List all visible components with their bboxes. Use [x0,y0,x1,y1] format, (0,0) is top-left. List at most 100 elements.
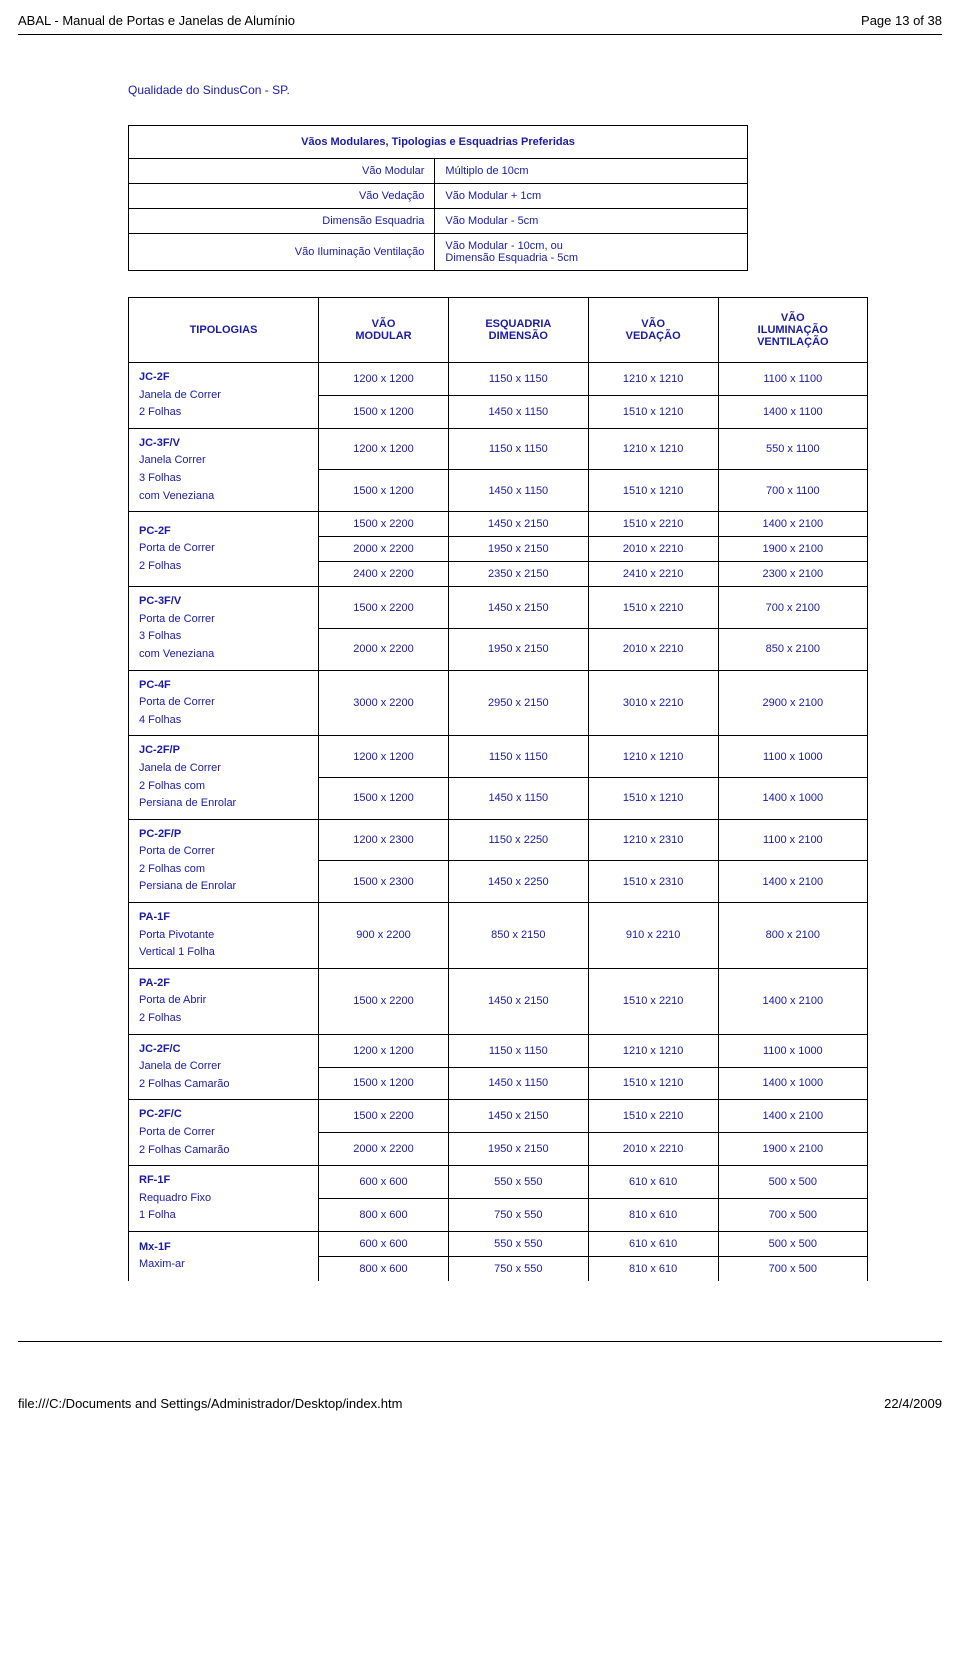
typology-label: PC-2FPorta de Correr2 Folhas [129,512,319,587]
typology-label: PC-4FPorta de Correr4 Folhas [129,670,319,736]
dim-cell: 1150 x 2250 [449,819,589,861]
dim-cell: 1200 x 1200 [319,428,449,470]
dim-cell: 550 x 550 [449,1166,589,1199]
dim-cell: 2350 x 2150 [449,562,589,587]
dim-cell: 1400 x 1100 [718,395,867,428]
typology-label: PC-2F/PPorta de Correr2 Folhas comPersia… [129,819,319,902]
dim-cell: 1210 x 1210 [588,428,718,470]
dim-cell: 1450 x 2150 [449,512,589,537]
dim-cell: 1210 x 1210 [588,736,718,778]
mod-param-label: Vão Modular [129,159,435,184]
dim-cell: 1900 x 2100 [718,537,867,562]
typology-label: PC-2F/CPorta de Correr2 Folhas Camarão [129,1100,319,1166]
dim-cell: 1500 x 2200 [319,512,449,537]
dim-cell: 1200 x 2300 [319,819,449,861]
dim-cell: 2900 x 2100 [718,670,867,736]
dim-cell: 900 x 2200 [319,903,449,969]
dim-cell: 1400 x 2100 [718,861,867,903]
dim-cell: 1210 x 1210 [588,363,718,396]
dim-cell: 550 x 1100 [718,428,867,470]
dim-cell: 2950 x 2150 [449,670,589,736]
mod-param-value: Vão Modular - 5cm [435,209,748,234]
content-area: Qualidade do SindusCon - SP. Vãos Modula… [128,83,868,1281]
dim-cell: 1150 x 1150 [449,428,589,470]
quality-line: Qualidade do SindusCon - SP. [128,83,868,97]
typology-label: RF-1FRequadro Fixo1 Folha [129,1166,319,1232]
col-header: VÃOMODULAR [319,298,449,363]
dim-cell: 1450 x 1150 [449,395,589,428]
dim-cell: 700 x 1100 [718,470,867,512]
mod-param-label: Vão Vedação [129,184,435,209]
dim-cell: 700 x 2100 [718,587,867,629]
dim-cell: 1450 x 2150 [449,587,589,629]
dim-cell: 1950 x 2150 [449,537,589,562]
col-header: VÃOVEDAÇÃO [588,298,718,363]
col-header: TIPOLOGIAS [129,298,319,363]
dim-cell: 1500 x 1200 [319,395,449,428]
doc-title: ABAL - Manual de Portas e Janelas de Alu… [18,13,295,28]
typology-label: JC-2F/PJanela de Correr2 Folhas comPersi… [129,736,319,819]
dim-cell: 1100 x 1000 [718,736,867,778]
typologies-table: TIPOLOGIASVÃOMODULARESQUADRIADIMENSÃOVÃO… [128,297,868,1281]
dim-cell: 2000 x 2200 [319,537,449,562]
print-date: 22/4/2009 [884,1396,942,1411]
dim-cell: 610 x 610 [588,1166,718,1199]
dim-cell: 1400 x 2100 [718,968,867,1034]
dim-cell: 1150 x 1150 [449,736,589,778]
dim-cell: 1510 x 1210 [588,470,718,512]
typology-label: PA-1FPorta PivotanteVertical 1 Folha [129,903,319,969]
dim-cell: 910 x 2210 [588,903,718,969]
dim-cell: 2400 x 2200 [319,562,449,587]
typology-label: PA-2FPorta de Abrir2 Folhas [129,968,319,1034]
dim-cell: 810 x 610 [588,1199,718,1232]
dim-cell: 1450 x 1150 [449,1067,589,1100]
dim-cell: 1210 x 2310 [588,819,718,861]
modular-params-table: Vãos Modulares, Tipologias e Esquadrias … [128,125,748,271]
dim-cell: 1500 x 2200 [319,968,449,1034]
dim-cell: 1510 x 1210 [588,1067,718,1100]
typology-label: JC-2FJanela de Correr2 Folhas [129,363,319,429]
dim-cell: 1510 x 2210 [588,1100,718,1133]
dim-cell: 1950 x 2150 [449,628,589,670]
modular-params-caption: Vãos Modulares, Tipologias e Esquadrias … [129,126,748,159]
dim-cell: 500 x 500 [718,1166,867,1199]
dim-cell: 1100 x 1100 [718,363,867,396]
dim-cell: 1450 x 2250 [449,861,589,903]
dim-cell: 600 x 600 [319,1166,449,1199]
dim-cell: 610 x 610 [588,1231,718,1256]
dim-cell: 3010 x 2210 [588,670,718,736]
dim-cell: 600 x 600 [319,1231,449,1256]
dim-cell: 1400 x 1000 [718,1067,867,1100]
dim-cell: 2010 x 2210 [588,628,718,670]
dim-cell: 1150 x 1150 [449,363,589,396]
page-header: ABAL - Manual de Portas e Janelas de Alu… [18,8,942,32]
dim-cell: 800 x 600 [319,1256,449,1281]
dim-cell: 1510 x 1210 [588,395,718,428]
dim-cell: 750 x 550 [449,1199,589,1232]
dim-cell: 1200 x 1200 [319,1034,449,1067]
dim-cell: 2300 x 2100 [718,562,867,587]
dim-cell: 1400 x 1000 [718,778,867,820]
header-rule [18,34,942,35]
dim-cell: 1100 x 2100 [718,819,867,861]
dim-cell: 3000 x 2200 [319,670,449,736]
dim-cell: 1200 x 1200 [319,363,449,396]
dim-cell: 2410 x 2210 [588,562,718,587]
dim-cell: 1950 x 2150 [449,1133,589,1166]
dim-cell: 1510 x 1210 [588,778,718,820]
dim-cell: 2000 x 2200 [319,1133,449,1166]
mod-param-value: Vão Modular - 10cm, ouDimensão Esquadria… [435,234,748,271]
dim-cell: 1500 x 1200 [319,1067,449,1100]
footer-rule [18,1341,942,1342]
typology-label: Mx-1FMaxim-ar [129,1231,319,1281]
mod-param-label: Dimensão Esquadria [129,209,435,234]
dim-cell: 1450 x 1150 [449,778,589,820]
dim-cell: 2010 x 2210 [588,537,718,562]
dim-cell: 700 x 500 [718,1256,867,1281]
dim-cell: 1210 x 1210 [588,1034,718,1067]
typology-label: JC-2F/CJanela de Correr2 Folhas Camarão [129,1034,319,1100]
col-header: ESQUADRIADIMENSÃO [449,298,589,363]
dim-cell: 800 x 2100 [718,903,867,969]
dim-cell: 800 x 600 [319,1199,449,1232]
dim-cell: 1500 x 2300 [319,861,449,903]
